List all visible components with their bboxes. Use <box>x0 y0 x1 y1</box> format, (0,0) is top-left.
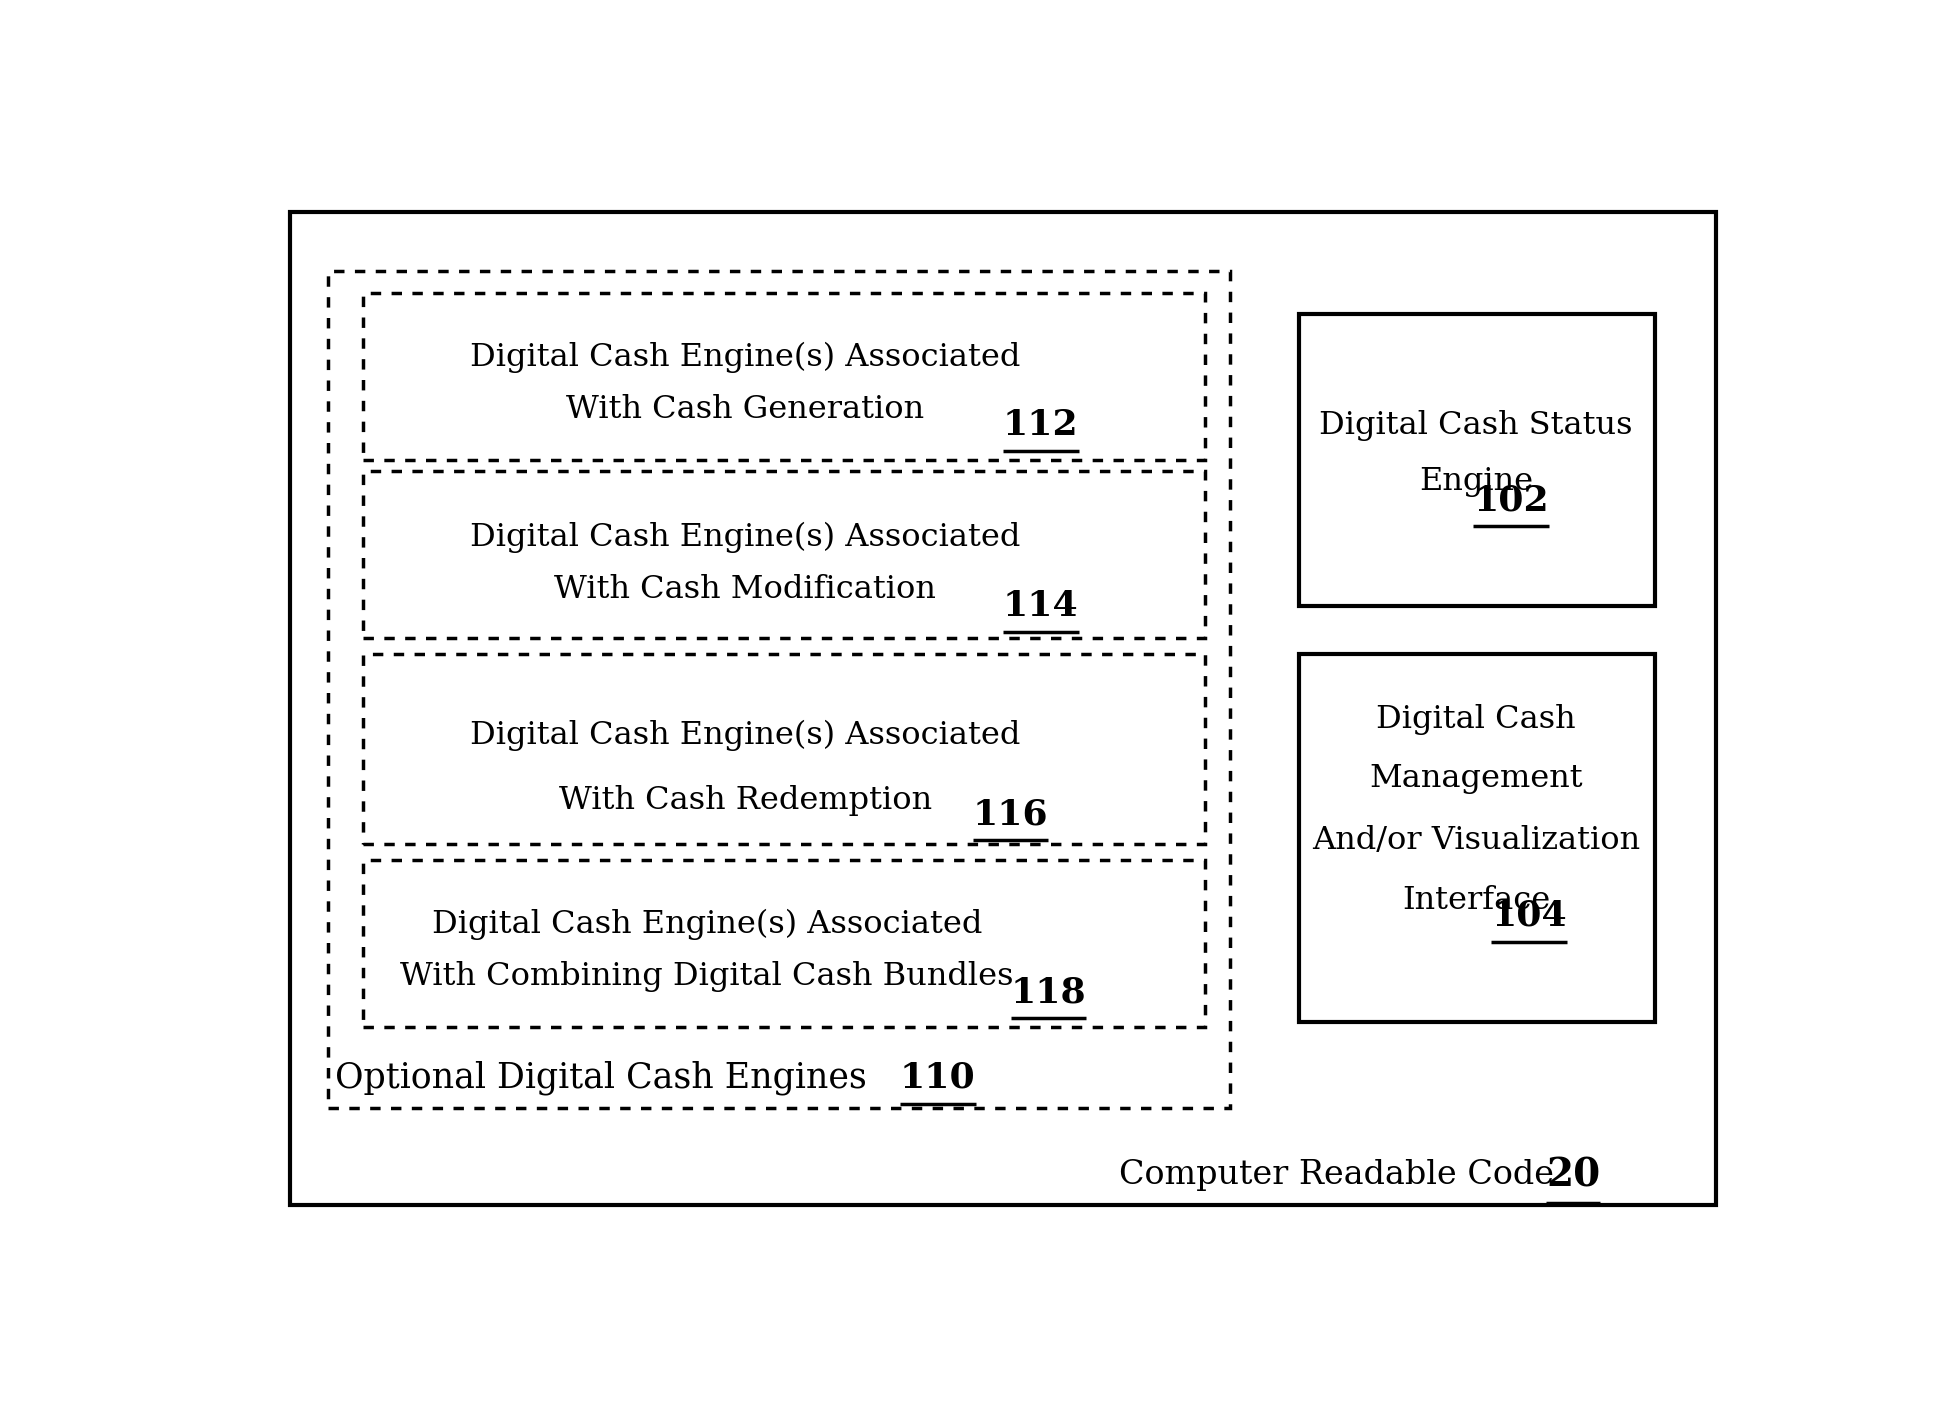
Text: With Cash Generation: With Cash Generation <box>566 394 924 425</box>
Text: With Cash Modification: With Cash Modification <box>554 574 935 605</box>
Text: 114: 114 <box>1004 589 1078 623</box>
Text: With Combining Digital Cash Bundles: With Combining Digital Cash Bundles <box>401 961 1014 992</box>
Text: Computer Readable Code: Computer Readable Code <box>1119 1159 1554 1191</box>
Bar <box>329 271 1231 1108</box>
Text: 116: 116 <box>973 797 1049 832</box>
Text: Digital Cash Engine(s) Associated: Digital Cash Engine(s) Associated <box>470 342 1020 373</box>
Text: Management: Management <box>1370 763 1583 794</box>
Text: Optional Digital Cash Engines: Optional Digital Cash Engines <box>335 1061 867 1096</box>
Text: With Cash Redemption: With Cash Redemption <box>558 784 932 815</box>
Text: Digital Cash Engine(s) Associated: Digital Cash Engine(s) Associated <box>470 522 1020 553</box>
Bar <box>1299 314 1656 606</box>
Text: 112: 112 <box>1004 408 1078 442</box>
Text: Interface: Interface <box>1401 885 1550 916</box>
Bar <box>362 293 1206 460</box>
Bar <box>362 860 1206 1027</box>
Text: 118: 118 <box>1010 975 1086 1010</box>
Text: Digital Cash: Digital Cash <box>1376 704 1575 735</box>
Text: And/or Visualization: And/or Visualization <box>1311 825 1640 856</box>
Bar <box>1299 654 1656 1021</box>
Text: Engine: Engine <box>1419 466 1532 497</box>
Text: Digital Cash Engine(s) Associated: Digital Cash Engine(s) Associated <box>432 909 982 940</box>
Text: Digital Cash Engine(s) Associated: Digital Cash Engine(s) Associated <box>470 720 1020 751</box>
Text: 104: 104 <box>1491 899 1568 933</box>
Bar <box>362 654 1206 843</box>
Text: 20: 20 <box>1546 1156 1601 1194</box>
Bar <box>362 471 1206 638</box>
Text: 102: 102 <box>1474 483 1548 518</box>
Text: Digital Cash Status: Digital Cash Status <box>1319 410 1632 441</box>
Text: 110: 110 <box>900 1061 977 1094</box>
